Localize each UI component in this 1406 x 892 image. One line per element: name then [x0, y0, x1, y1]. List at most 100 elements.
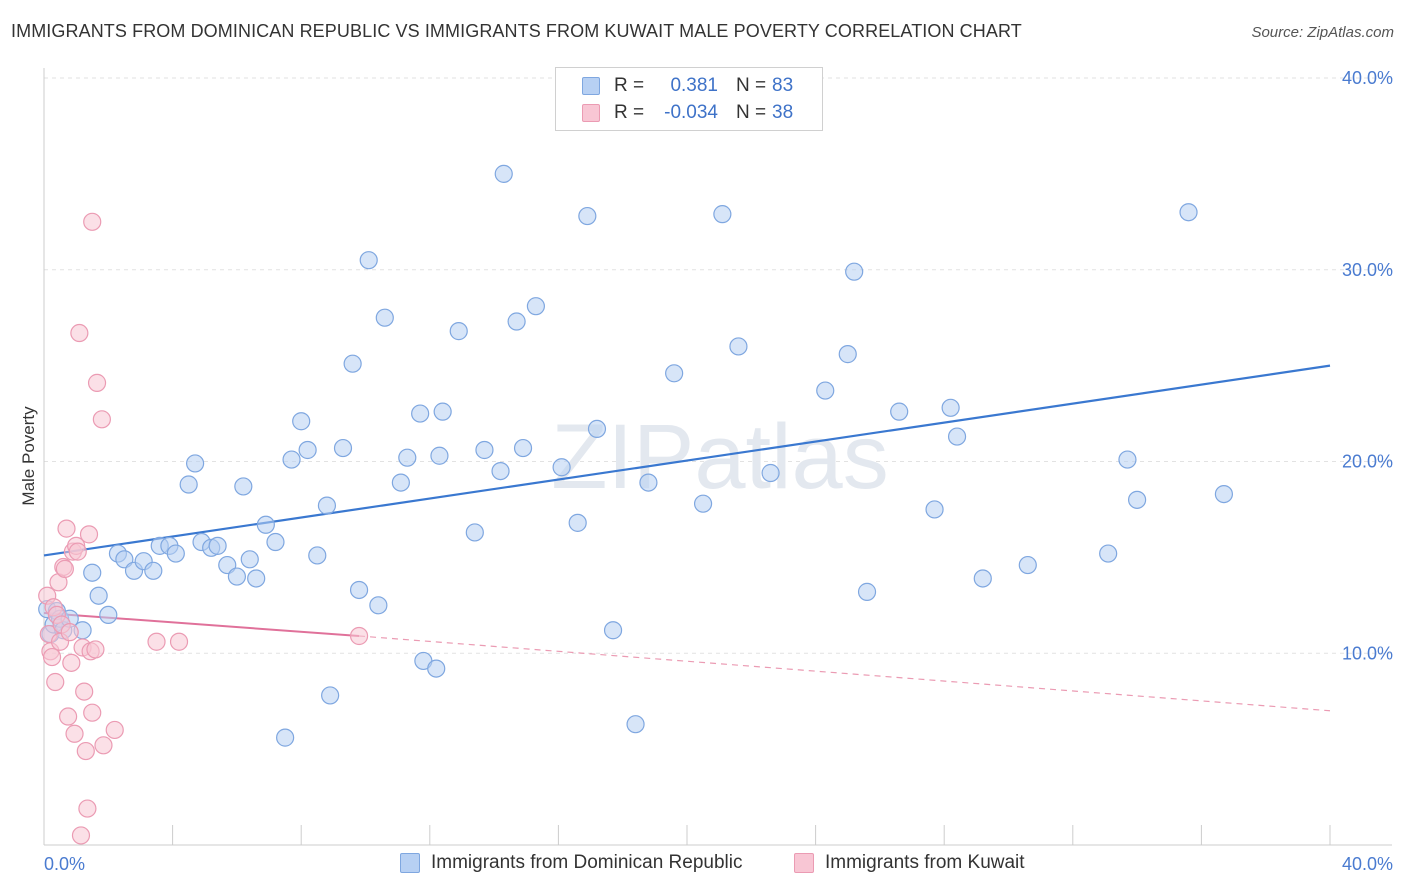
data-point-dominican: [857, 582, 877, 601]
watermark: ZIPatlas: [551, 406, 888, 508]
series-swatch-blue: [400, 853, 420, 873]
data-point-dominican: [430, 446, 449, 465]
data-points: [38, 164, 1234, 845]
data-point-dominican: [298, 440, 317, 460]
x-tick-labels: 0.0% 40.0%: [44, 854, 1393, 874]
series-swatch-pink: [794, 853, 814, 873]
data-point-kuwait: [87, 373, 107, 392]
legend-r-label: R =: [614, 75, 645, 96]
legend-swatch-pink: [582, 104, 600, 122]
data-point-kuwait: [75, 682, 94, 701]
data-point-dominican: [465, 523, 484, 542]
legend-n-label: N =: [736, 75, 767, 96]
data-point-kuwait: [86, 640, 105, 659]
data-point-dominican: [375, 308, 394, 327]
data-point-dominican: [282, 450, 301, 469]
data-point-dominican: [729, 337, 748, 356]
gridlines: [44, 77, 1392, 654]
data-point-dominican: [292, 412, 311, 431]
data-point-dominican: [247, 569, 266, 588]
data-point-dominican: [603, 621, 623, 640]
data-point-dominican: [186, 454, 205, 473]
data-point-dominican: [240, 550, 259, 569]
data-point-kuwait: [83, 703, 102, 722]
data-point-kuwait: [147, 632, 166, 651]
data-point-dominican: [941, 398, 960, 417]
data-point-dominican: [427, 659, 446, 678]
data-point-dominican: [1179, 203, 1198, 222]
data-point-dominican: [513, 438, 533, 458]
data-point-dominican: [256, 515, 275, 534]
data-point-dominican: [266, 532, 285, 552]
data-point-kuwait: [94, 736, 113, 755]
legend-r-label: R =: [614, 102, 645, 123]
legend-row-kuwait: R = -0.034 N = 38: [556, 100, 822, 126]
data-point-dominican: [349, 580, 369, 600]
data-point-kuwait: [42, 647, 62, 667]
data-point-kuwait: [169, 632, 189, 651]
legend-swatch-blue: [582, 77, 600, 95]
data-point-dominican: [665, 364, 684, 383]
legend-r-value: -0.034: [664, 102, 718, 123]
y-axis-label: Male Poverty: [19, 406, 38, 506]
data-point-dominican: [526, 297, 545, 316]
y-tick-labels: 10.0% 20.0% 30.0% 40.0%: [1342, 68, 1393, 663]
y-tick-label: 40.0%: [1342, 68, 1393, 88]
data-point-dominican: [234, 477, 253, 496]
data-point-kuwait: [76, 741, 95, 761]
data-point-dominican: [398, 448, 417, 467]
data-point-dominican: [227, 567, 246, 586]
data-point-dominican: [925, 500, 944, 519]
data-point-dominican: [89, 586, 108, 605]
data-point-dominican: [411, 404, 430, 423]
trend-line-kuwait-extension: [359, 635, 1331, 712]
data-point-dominican: [321, 686, 340, 705]
data-point-dominican: [179, 475, 198, 494]
x-tick-label: 40.0%: [1342, 854, 1393, 874]
data-point-dominican: [947, 427, 967, 446]
source-credit: Source: ZipAtlas.com: [1251, 24, 1394, 41]
legend-n-value: 38: [772, 102, 794, 123]
legend-n-label: N =: [736, 102, 767, 123]
data-point-dominican: [343, 354, 362, 373]
data-point-dominican: [99, 605, 118, 625]
data-point-dominican: [1018, 555, 1037, 575]
data-point-dominican: [713, 205, 732, 224]
trend-line-kuwait: [43, 611, 360, 637]
data-point-kuwait: [55, 559, 74, 578]
data-point-kuwait: [59, 707, 78, 726]
x-tick-label: 0.0%: [44, 854, 85, 874]
data-point-kuwait: [105, 720, 124, 740]
data-point-kuwait: [349, 626, 369, 646]
data-point-dominican: [1099, 544, 1118, 563]
axes: [43, 68, 1392, 846]
data-point-dominican: [1118, 450, 1137, 469]
data-point-dominican: [1127, 490, 1147, 509]
data-point-dominican: [816, 381, 835, 400]
data-point-dominican: [568, 513, 587, 532]
data-point-dominican: [391, 473, 410, 492]
data-point-kuwait: [70, 323, 89, 343]
legend-r-value: 0.381: [670, 75, 718, 96]
series-label-kuwait: Immigrants from Kuwait: [825, 852, 1025, 873]
data-point-dominican: [552, 458, 571, 477]
data-point-kuwait: [68, 542, 87, 561]
data-point-dominican: [626, 715, 645, 734]
data-point-kuwait: [65, 724, 84, 743]
data-point-kuwait: [62, 653, 81, 672]
data-point-dominican: [838, 345, 857, 364]
data-point-dominican: [578, 206, 597, 226]
correlation-legend: R = 0.381 N = 83 R = -0.034 N = 38: [555, 67, 823, 131]
data-point-dominican: [491, 461, 510, 481]
data-point-kuwait: [78, 799, 97, 818]
data-point-dominican: [208, 536, 227, 555]
data-point-dominican: [1214, 484, 1234, 504]
data-point-dominican: [433, 402, 452, 421]
legend-n-value: 83: [772, 75, 794, 96]
data-point-kuwait: [79, 525, 99, 544]
data-point-dominican: [144, 561, 163, 580]
data-point-dominican: [449, 322, 468, 341]
data-point-dominican: [359, 251, 378, 270]
data-point-dominican: [639, 473, 658, 492]
